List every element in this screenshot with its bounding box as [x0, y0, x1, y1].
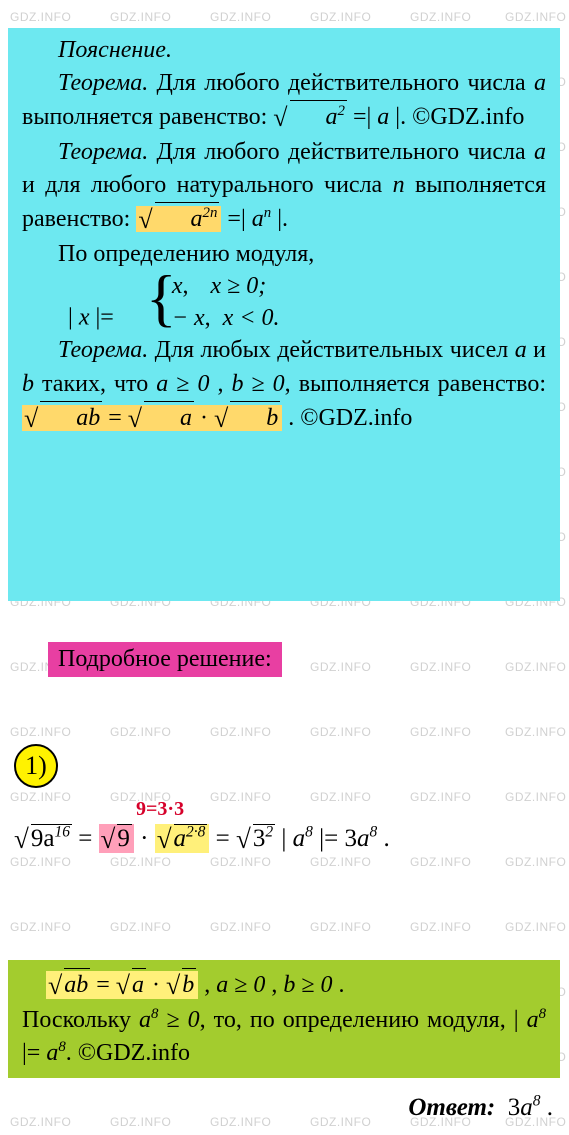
copyright: ©GDZ.info	[78, 1040, 190, 1066]
copyright: ©GDZ.info	[300, 405, 412, 431]
answer-line: Ответ: 3a8 .	[408, 1094, 553, 1122]
modulus-definition-label: По определению модуля,	[22, 238, 546, 271]
theorem-label: Теорема.	[58, 70, 148, 96]
theorem-2: Теорема. Для любого действительного числ…	[22, 136, 546, 238]
theorem2-eq-rhs: =| an |	[227, 206, 282, 232]
green-rule-line2: Поскольку a8 ≥ 0, то, по определению мод…	[22, 1004, 546, 1070]
green-rule-line1: √ab = √a · √b , a ≥ 0 , b ≥ 0 .	[22, 968, 546, 1004]
equation-line: √9a16 = √9 · √a2·8 = √32 | a8 |= 3a8 .	[14, 824, 554, 855]
factor-hint: 9=3·3	[136, 798, 184, 821]
step-number-badge: 1)	[14, 744, 58, 788]
theorem-3: Теорема. Для любых действительных чисел …	[22, 334, 546, 436]
modulus-definition: | x |= { x,x ≥ 0; − x, x < 0.	[22, 271, 546, 334]
theorem-label: Теорема.	[58, 337, 148, 363]
theorem-label: Теорема.	[58, 139, 148, 165]
solution-header: Подробное решение:	[48, 642, 282, 677]
theorem3-eq: √ab = √a · √b	[22, 405, 282, 431]
theorem2-eq-lhs: √a2n	[136, 206, 221, 232]
green-rule-box: √ab = √a · √b , a ≥ 0 , b ≥ 0 . Поскольк…	[8, 960, 560, 1078]
copyright: ©GDZ.info	[412, 104, 524, 130]
explanation-heading: Пояснение.	[22, 34, 546, 67]
explanation-box: Пояснение. Теорема. Для любого действите…	[8, 28, 560, 601]
theorem-1: Теорема. Для любого действительного числ…	[22, 67, 546, 136]
theorem1-eq: √a2 =| a |	[273, 104, 400, 130]
